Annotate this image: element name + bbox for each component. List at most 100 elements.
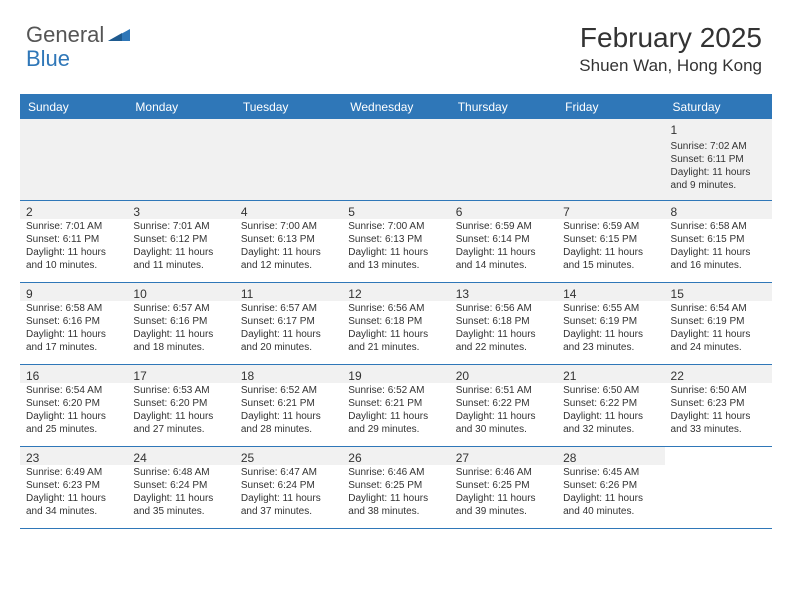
daylight-line: Daylight: 11 hours and 11 minutes. <box>133 246 228 272</box>
sunrise-line: Sunrise: 6:57 AM <box>133 302 228 315</box>
day-number: 10 <box>127 283 234 301</box>
day-cell: 3Sunrise: 7:01 AMSunset: 6:12 PMDaylight… <box>127 201 234 282</box>
day-cell: 17Sunrise: 6:53 AMSunset: 6:20 PMDayligh… <box>127 365 234 446</box>
day-cell: 9Sunrise: 6:58 AMSunset: 6:16 PMDaylight… <box>20 283 127 364</box>
daylight-line: Daylight: 11 hours and 14 minutes. <box>456 246 551 272</box>
sunset-line: Sunset: 6:18 PM <box>348 315 443 328</box>
day-cell: 8Sunrise: 6:58 AMSunset: 6:15 PMDaylight… <box>665 201 772 282</box>
calendar: Sunday Monday Tuesday Wednesday Thursday… <box>20 94 772 529</box>
week-row: 16Sunrise: 6:54 AMSunset: 6:20 PMDayligh… <box>20 365 772 447</box>
day-cell: 2Sunrise: 7:01 AMSunset: 6:11 PMDaylight… <box>20 201 127 282</box>
day-header-row: Sunday Monday Tuesday Wednesday Thursday… <box>20 96 772 119</box>
sunset-line: Sunset: 6:18 PM <box>456 315 551 328</box>
daylight-line: Daylight: 11 hours and 38 minutes. <box>348 492 443 518</box>
sunrise-line: Sunrise: 6:57 AM <box>241 302 336 315</box>
weeks-container: 1Sunrise: 7:02 AMSunset: 6:11 PMDaylight… <box>20 119 772 529</box>
sunset-line: Sunset: 6:20 PM <box>133 397 228 410</box>
sunrise-line: Sunrise: 6:51 AM <box>456 384 551 397</box>
day-cell: 12Sunrise: 6:56 AMSunset: 6:18 PMDayligh… <box>342 283 449 364</box>
logo: General <box>26 22 132 48</box>
daylight-line: Daylight: 11 hours and 9 minutes. <box>671 166 766 192</box>
day-number: 8 <box>665 201 772 219</box>
day-number: 5 <box>342 201 449 219</box>
day-number: 3 <box>127 201 234 219</box>
day-number: 28 <box>557 447 664 465</box>
sunrise-line: Sunrise: 6:56 AM <box>456 302 551 315</box>
sunrise-line: Sunrise: 6:52 AM <box>348 384 443 397</box>
daylight-line: Daylight: 11 hours and 34 minutes. <box>26 492 121 518</box>
week-row: 2Sunrise: 7:01 AMSunset: 6:11 PMDaylight… <box>20 201 772 283</box>
day-number: 9 <box>20 283 127 301</box>
day-header: Thursday <box>450 96 557 119</box>
sunrise-line: Sunrise: 6:45 AM <box>563 466 658 479</box>
daylight-line: Daylight: 11 hours and 21 minutes. <box>348 328 443 354</box>
logo-text-general: General <box>26 22 104 48</box>
day-number: 25 <box>235 447 342 465</box>
day-number: 15 <box>665 283 772 301</box>
daylight-line: Daylight: 11 hours and 29 minutes. <box>348 410 443 436</box>
sunset-line: Sunset: 6:23 PM <box>26 479 121 492</box>
sunset-line: Sunset: 6:24 PM <box>241 479 336 492</box>
sunrise-line: Sunrise: 6:55 AM <box>563 302 658 315</box>
daylight-line: Daylight: 11 hours and 20 minutes. <box>241 328 336 354</box>
sunset-line: Sunset: 6:11 PM <box>671 153 766 166</box>
day-header: Friday <box>557 96 664 119</box>
day-number: 12 <box>342 283 449 301</box>
day-number: 24 <box>127 447 234 465</box>
daylight-line: Daylight: 11 hours and 17 minutes. <box>26 328 121 354</box>
sunset-line: Sunset: 6:15 PM <box>563 233 658 246</box>
sunset-line: Sunset: 6:22 PM <box>456 397 551 410</box>
sunset-line: Sunset: 6:11 PM <box>26 233 121 246</box>
day-cell: 24Sunrise: 6:48 AMSunset: 6:24 PMDayligh… <box>127 447 234 528</box>
day-cell: 7Sunrise: 6:59 AMSunset: 6:15 PMDaylight… <box>557 201 664 282</box>
day-cell <box>342 119 449 200</box>
sunrise-line: Sunrise: 6:53 AM <box>133 384 228 397</box>
sunset-line: Sunset: 6:12 PM <box>133 233 228 246</box>
logo-triangle-icon <box>108 25 130 46</box>
day-cell: 15Sunrise: 6:54 AMSunset: 6:19 PMDayligh… <box>665 283 772 364</box>
daylight-line: Daylight: 11 hours and 18 minutes. <box>133 328 228 354</box>
daylight-line: Daylight: 11 hours and 33 minutes. <box>671 410 766 436</box>
day-cell <box>557 119 664 200</box>
day-number: 26 <box>342 447 449 465</box>
day-number: 11 <box>235 283 342 301</box>
sunset-line: Sunset: 6:24 PM <box>133 479 228 492</box>
day-number: 4 <box>235 201 342 219</box>
title-block: February 2025 Shuen Wan, Hong Kong <box>579 22 762 76</box>
day-number: 6 <box>450 201 557 219</box>
sunrise-line: Sunrise: 6:52 AM <box>241 384 336 397</box>
sunset-line: Sunset: 6:22 PM <box>563 397 658 410</box>
day-cell: 22Sunrise: 6:50 AMSunset: 6:23 PMDayligh… <box>665 365 772 446</box>
sunrise-line: Sunrise: 7:02 AM <box>671 140 766 153</box>
sunset-line: Sunset: 6:21 PM <box>241 397 336 410</box>
daylight-line: Daylight: 11 hours and 28 minutes. <box>241 410 336 436</box>
sunset-line: Sunset: 6:16 PM <box>133 315 228 328</box>
sunrise-line: Sunrise: 6:50 AM <box>671 384 766 397</box>
sunrise-line: Sunrise: 6:56 AM <box>348 302 443 315</box>
daylight-line: Daylight: 11 hours and 24 minutes. <box>671 328 766 354</box>
sunrise-line: Sunrise: 6:46 AM <box>348 466 443 479</box>
day-cell: 20Sunrise: 6:51 AMSunset: 6:22 PMDayligh… <box>450 365 557 446</box>
day-cell: 16Sunrise: 6:54 AMSunset: 6:20 PMDayligh… <box>20 365 127 446</box>
sunrise-line: Sunrise: 6:54 AM <box>671 302 766 315</box>
daylight-line: Daylight: 11 hours and 23 minutes. <box>563 328 658 354</box>
sunrise-line: Sunrise: 6:58 AM <box>26 302 121 315</box>
day-number: 18 <box>235 365 342 383</box>
sunrise-line: Sunrise: 6:49 AM <box>26 466 121 479</box>
day-cell: 5Sunrise: 7:00 AMSunset: 6:13 PMDaylight… <box>342 201 449 282</box>
sunset-line: Sunset: 6:26 PM <box>563 479 658 492</box>
daylight-line: Daylight: 11 hours and 39 minutes. <box>456 492 551 518</box>
day-cell: 23Sunrise: 6:49 AMSunset: 6:23 PMDayligh… <box>20 447 127 528</box>
day-header: Sunday <box>20 96 127 119</box>
day-cell <box>450 119 557 200</box>
daylight-line: Daylight: 11 hours and 30 minutes. <box>456 410 551 436</box>
week-row: 23Sunrise: 6:49 AMSunset: 6:23 PMDayligh… <box>20 447 772 529</box>
sunset-line: Sunset: 6:19 PM <box>671 315 766 328</box>
day-cell: 11Sunrise: 6:57 AMSunset: 6:17 PMDayligh… <box>235 283 342 364</box>
sunset-line: Sunset: 6:19 PM <box>563 315 658 328</box>
sunrise-line: Sunrise: 6:50 AM <box>563 384 658 397</box>
daylight-line: Daylight: 11 hours and 10 minutes. <box>26 246 121 272</box>
sunrise-line: Sunrise: 6:47 AM <box>241 466 336 479</box>
day-cell: 13Sunrise: 6:56 AMSunset: 6:18 PMDayligh… <box>450 283 557 364</box>
day-cell: 4Sunrise: 7:00 AMSunset: 6:13 PMDaylight… <box>235 201 342 282</box>
